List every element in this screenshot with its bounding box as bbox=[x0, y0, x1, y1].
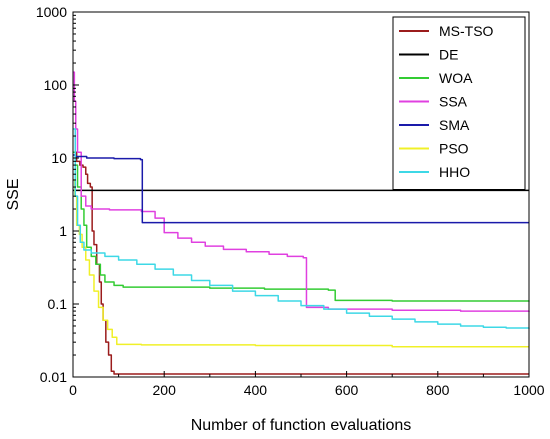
series-line-sma bbox=[73, 154, 529, 224]
legend-label-woa: WOA bbox=[439, 70, 473, 86]
y-tick-label: 0.01 bbox=[40, 369, 67, 385]
y-tick-label: 1 bbox=[59, 223, 67, 239]
x-tick-label: 0 bbox=[69, 382, 77, 398]
legend-box bbox=[392, 16, 526, 190]
y-tick-label: 0.1 bbox=[48, 296, 68, 312]
series-line-ms-tso bbox=[73, 151, 529, 375]
x-tick-label: 600 bbox=[335, 382, 359, 398]
y-tick-label: 10 bbox=[51, 150, 67, 166]
legend-label-sma: SMA bbox=[439, 117, 470, 133]
legend-label-ssa: SSA bbox=[439, 94, 468, 110]
y-tick-label: 100 bbox=[44, 77, 68, 93]
x-tick-label: 1000 bbox=[513, 382, 544, 398]
y-tick-label: 1000 bbox=[36, 4, 67, 20]
y-axis-title: SSE bbox=[5, 178, 22, 210]
x-axis-title: Number of function evaluations bbox=[191, 417, 412, 434]
series-layer bbox=[73, 71, 530, 375]
legend-label-de: DE bbox=[439, 47, 458, 63]
series-line-ssa bbox=[73, 71, 530, 312]
ticks-layer: 0 200 400 600 800 1000 0.01 0.1 1 10 100 1000 bbox=[36, 4, 545, 398]
legend-label-ms-tso: MS-TSO bbox=[439, 23, 494, 39]
x-tick-label: 200 bbox=[153, 382, 177, 398]
legend-label-hho: HHO bbox=[439, 164, 470, 180]
series-line-hho bbox=[73, 128, 530, 329]
x-tick-label: 400 bbox=[244, 382, 268, 398]
series-line-woa bbox=[73, 151, 530, 302]
series-line-pso bbox=[73, 179, 529, 348]
legend-label-pso: PSO bbox=[439, 141, 469, 157]
x-tick-label: 800 bbox=[426, 382, 450, 398]
legend: MS-TSO DE WOA SSA SMA PSO HHO bbox=[392, 16, 526, 190]
